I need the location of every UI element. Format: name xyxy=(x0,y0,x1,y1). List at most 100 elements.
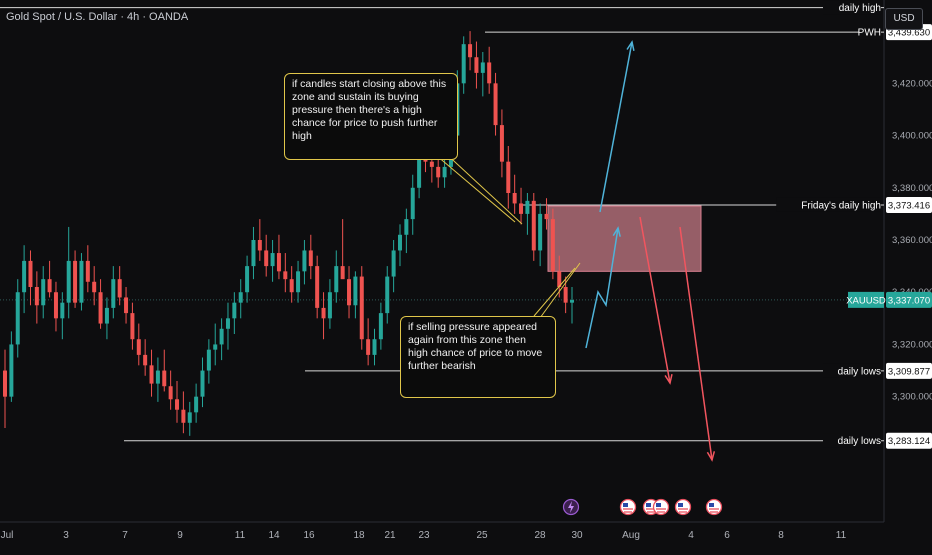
note-lower-leader-a xyxy=(539,262,581,319)
candle-body xyxy=(187,412,192,423)
level-label: Friday's daily high xyxy=(801,200,881,211)
candle-body xyxy=(442,166,447,178)
events-layer[interactable] xyxy=(562,498,723,516)
candle-body xyxy=(391,250,396,277)
us-flag-event-icon[interactable] xyxy=(705,498,723,516)
candle-body xyxy=(538,213,543,251)
candle-body xyxy=(79,260,84,303)
us-flag-event-icon[interactable] xyxy=(652,498,670,516)
candle-body xyxy=(130,313,135,340)
candle-body xyxy=(149,365,154,384)
candle-body xyxy=(276,253,281,272)
candle-body xyxy=(206,349,211,371)
x-tick-label: 16 xyxy=(303,530,315,541)
candle-body xyxy=(98,292,103,324)
candle-body xyxy=(315,266,320,308)
candle-body xyxy=(378,313,383,340)
levels-layer: daily high PWH Friday's daily high daily lo… xyxy=(0,0,884,448)
bullish-arrow-1-head xyxy=(612,226,621,237)
flag-canton xyxy=(646,503,651,507)
time-axis[interactable]: Jul 3 7 9 11 14 16 18 21 23 25 28 30 Aug 4 6 8 11 xyxy=(1,530,847,541)
candle-body xyxy=(264,250,269,267)
candle-body xyxy=(570,300,574,303)
level-price-tag xyxy=(886,362,932,379)
us-flag-event-icon[interactable] xyxy=(619,498,637,516)
candle-body xyxy=(340,266,345,280)
grid xyxy=(0,0,885,523)
candle-body xyxy=(245,266,250,293)
us-flag-event-icon[interactable] xyxy=(674,498,692,516)
symbol-tag-bg xyxy=(848,291,884,308)
candle-body xyxy=(499,125,504,162)
x-tick-label: 11 xyxy=(836,530,847,541)
flag-canton xyxy=(678,503,683,507)
y-tick-label: 3,400.000 xyxy=(892,131,932,142)
candle-body xyxy=(15,292,20,345)
candle-body xyxy=(219,328,224,345)
zone-layer xyxy=(547,205,702,272)
candle-body xyxy=(34,287,39,306)
candle-body xyxy=(436,166,441,178)
bearish-arrow-1 xyxy=(639,216,671,384)
price-axis[interactable]: 3,300.0003,320.0003,340.0003,360.0003,38… xyxy=(846,24,932,449)
x-tick-label: 28 xyxy=(534,530,546,541)
candle-body xyxy=(461,44,466,84)
candle-body xyxy=(544,213,549,220)
candle-body xyxy=(531,200,536,251)
x-tick-label: 23 xyxy=(418,530,430,541)
candle-body xyxy=(22,260,27,293)
flash-event-icon[interactable] xyxy=(562,498,580,516)
candle-body xyxy=(468,44,473,58)
candle-body xyxy=(28,260,33,287)
x-tick-label: 8 xyxy=(778,530,784,541)
candle-body xyxy=(66,260,71,303)
candle-body xyxy=(225,318,230,329)
x-tick-label: 9 xyxy=(177,530,183,541)
current-price-text: 3,337.070 xyxy=(888,295,930,306)
level-price-tag xyxy=(886,196,932,213)
flag-canton xyxy=(656,503,661,507)
x-tick-label: 7 xyxy=(122,530,128,541)
level-price-text: 3,439.630 xyxy=(888,28,930,39)
candle-body xyxy=(53,292,58,319)
candle-body xyxy=(512,193,517,204)
candle-body xyxy=(385,276,390,314)
candle-body xyxy=(175,399,180,410)
candle-body xyxy=(85,260,90,282)
candle-body xyxy=(200,370,205,397)
candle-body xyxy=(181,409,186,423)
bearish-arrow-2-head xyxy=(706,451,716,462)
y-tick-label: 3,420.000 xyxy=(892,78,932,89)
candle-body xyxy=(519,203,524,214)
candle-body xyxy=(525,200,530,214)
y-tick-label: 3,380.000 xyxy=(892,183,932,194)
candle-body xyxy=(429,161,434,167)
flash-bolt xyxy=(568,501,574,513)
bullish-arrow-1 xyxy=(585,227,619,349)
candle-body xyxy=(359,276,364,340)
level-label-bg xyxy=(823,433,881,448)
candle-body xyxy=(111,279,116,308)
candle-body xyxy=(162,370,167,387)
candle-body xyxy=(155,370,160,384)
candle-body xyxy=(168,386,173,400)
candle-body xyxy=(474,57,479,73)
candle-body xyxy=(238,292,243,303)
y-tick-label: 3,360.000 xyxy=(892,235,932,246)
level-label-bg xyxy=(823,0,881,15)
bearish-arrow-1-head xyxy=(664,374,673,385)
currency-button[interactable]: USD xyxy=(885,8,923,30)
candles-layer xyxy=(3,31,574,436)
candle-body xyxy=(251,240,256,267)
x-tick-label: 18 xyxy=(353,530,365,541)
note-upper-leader-a xyxy=(441,149,523,225)
x-tick-label: 3 xyxy=(63,530,69,541)
candle-body xyxy=(92,281,97,293)
x-tick-label: 6 xyxy=(724,530,730,541)
candle-body xyxy=(404,219,409,235)
candle-body xyxy=(397,234,402,251)
candle-body xyxy=(124,297,129,314)
level-label: daily lows xyxy=(838,366,881,377)
